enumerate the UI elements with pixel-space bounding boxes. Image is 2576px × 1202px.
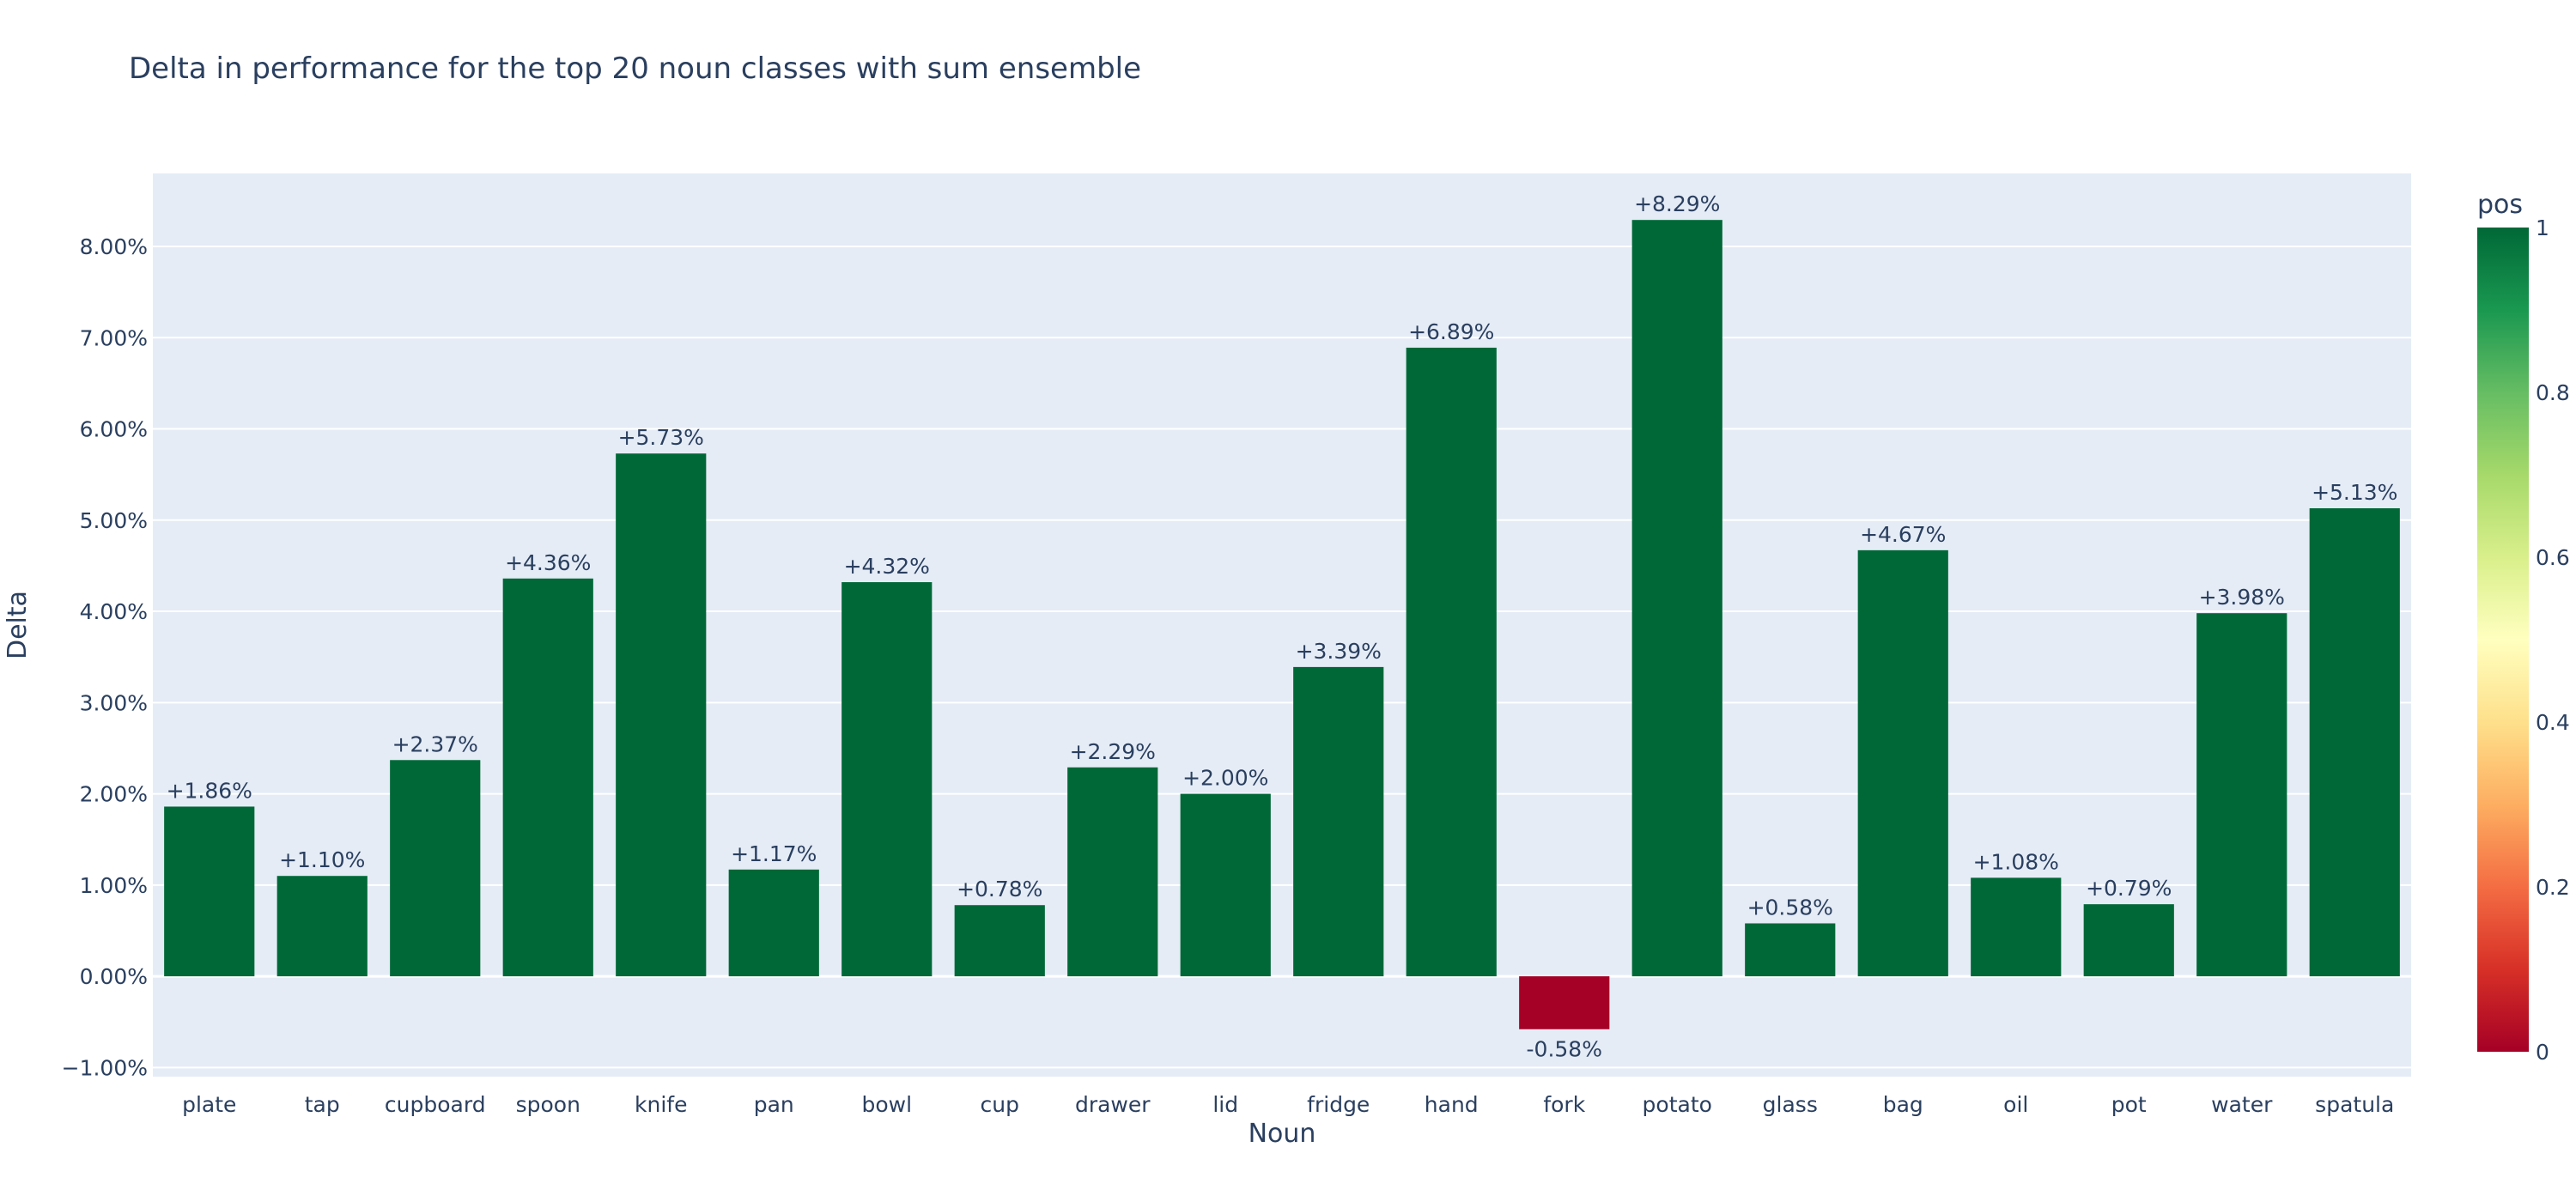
bar-plate	[164, 806, 255, 977]
x-tick-label: fridge	[1307, 1092, 1370, 1117]
y-tick-label: −1.00%	[62, 1055, 148, 1080]
x-tick-label: plate	[182, 1092, 236, 1117]
x-tick-label: bag	[1883, 1092, 1923, 1117]
x-tick-label: pot	[2111, 1092, 2147, 1117]
x-tick-label: knife	[635, 1092, 687, 1117]
bar-potato	[1631, 220, 1722, 977]
y-tick-label: 1.00%	[80, 873, 148, 898]
bar-bag	[1857, 549, 1948, 977]
bar-value-label: +0.79%	[2086, 876, 2172, 901]
y-tick-label: 2.00%	[80, 782, 148, 807]
y-axis-title: Delta	[3, 591, 33, 659]
colorbar-tick-label: 1	[2536, 216, 2549, 240]
bar-cup	[954, 905, 1045, 977]
colorbar-ticks: 0 0.2 0.4 0.6 0.8 1	[2536, 216, 2570, 1065]
bar-fridge	[1293, 666, 1384, 977]
bar-value-label: +1.86%	[167, 778, 252, 803]
bars	[164, 220, 2400, 1029]
bar-value-label: +4.32%	[844, 554, 930, 579]
y-axis-ticks: −1.00% 0.00% 1.00% 2.00% 3.00% 4.00% 5.00% 6.00…	[62, 234, 148, 1080]
bar-oil	[1971, 877, 2062, 977]
bar-value-label: +5.13%	[2312, 480, 2397, 505]
colorbar-tick-label: 0	[2536, 1040, 2549, 1065]
y-tick-label: 3.00%	[80, 690, 148, 715]
y-tick-label: 7.00%	[80, 325, 148, 350]
bar-glass	[1745, 923, 1836, 977]
y-tick-label: 5.00%	[80, 508, 148, 533]
x-tick-label: lid	[1212, 1092, 1238, 1117]
bar-spoon	[502, 578, 593, 977]
colorbar-gradient	[2477, 228, 2529, 1052]
bar-spatula	[2309, 507, 2400, 977]
bar-value-label: +2.29%	[1070, 739, 1156, 764]
bar-value-label: +1.10%	[279, 847, 365, 872]
colorbar-title: pos	[2477, 190, 2523, 220]
bar-value-label: +2.00%	[1182, 766, 1268, 791]
bar-hand	[1406, 347, 1497, 977]
bar-value-label: +0.58%	[1747, 895, 1833, 920]
bar-knife	[616, 453, 707, 977]
y-tick-label: 6.00%	[80, 417, 148, 442]
y-tick-label: 4.00%	[80, 599, 148, 624]
x-tick-label: oil	[2003, 1092, 2028, 1117]
bar-labels: +1.86% +1.10% +2.37% +4.36% +5.73% +1.17% +4.3…	[167, 191, 2398, 1062]
x-tick-label: fork	[1543, 1092, 1585, 1117]
bar-value-label: +5.73%	[618, 425, 704, 450]
bar-fork	[1519, 976, 1610, 1029]
x-tick-label: bowl	[861, 1092, 912, 1117]
bar-value-label: +6.89%	[1408, 319, 1494, 344]
bar-drawer	[1067, 767, 1158, 977]
x-tick-label: water	[2211, 1092, 2273, 1117]
colorbar-tick-label: 0.8	[2536, 380, 2570, 405]
bar-value-label: +1.08%	[1973, 849, 2059, 874]
bar-pan	[728, 869, 819, 977]
y-tick-label: 0.00%	[80, 964, 148, 989]
colorbar-tick-label: 0.2	[2536, 875, 2570, 900]
bar-value-label: -0.58%	[1527, 1037, 1602, 1062]
x-tick-label: glass	[1763, 1092, 1818, 1117]
bar-lid	[1180, 793, 1271, 977]
bar-value-label: +0.78%	[957, 877, 1042, 902]
chart-title: Delta in performance for the top 20 noun…	[129, 52, 1142, 86]
bar-value-label: +3.98%	[2199, 585, 2285, 610]
bar-value-label: +3.39%	[1296, 639, 1382, 664]
bar-value-label: +1.17%	[731, 841, 817, 866]
x-tick-label: cupboard	[385, 1092, 486, 1117]
x-axis-title: Noun	[1249, 1119, 1316, 1149]
colorbar-tick-label: 0.6	[2536, 545, 2570, 570]
bar-value-label: +2.37%	[392, 732, 478, 756]
x-tick-label: tap	[305, 1092, 340, 1117]
bar-value-label: +4.67%	[1860, 522, 1946, 547]
bar-pot	[2083, 904, 2174, 977]
x-tick-label: cup	[981, 1092, 1019, 1117]
colorbar-tick-label: 0.4	[2536, 710, 2570, 735]
bar-tap	[276, 876, 368, 977]
plot-area	[153, 173, 2411, 1077]
bar-value-label: +8.29%	[1634, 191, 1720, 216]
colorbar: pos 0 0.2 0.4 0.6 0.8 1	[2477, 190, 2570, 1065]
bar-value-label: +4.36%	[505, 550, 591, 575]
x-tick-label: spatula	[2315, 1092, 2394, 1117]
y-tick-label: 8.00%	[80, 234, 148, 259]
bar-cupboard	[390, 760, 481, 977]
bar-water	[2196, 613, 2287, 977]
x-tick-label: drawer	[1075, 1092, 1151, 1117]
x-tick-label: spoon	[516, 1092, 580, 1117]
x-axis-ticks: plate tap cupboard spoon knife pan bowl cup draw…	[182, 1092, 2394, 1117]
x-tick-label: potato	[1643, 1092, 1712, 1117]
x-tick-label: hand	[1425, 1092, 1479, 1117]
bar-bowl	[841, 582, 933, 977]
x-tick-label: pan	[754, 1092, 794, 1117]
